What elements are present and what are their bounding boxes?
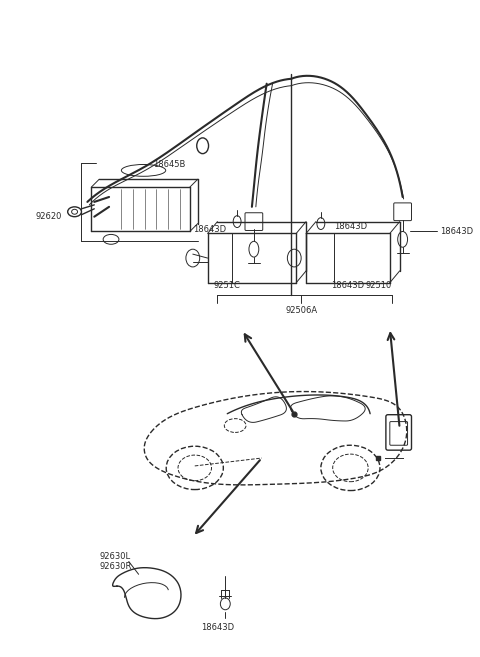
Text: 18643D: 18643D	[440, 227, 473, 236]
Text: 9251C: 9251C	[214, 281, 240, 290]
Text: 18643D: 18643D	[331, 281, 364, 290]
Text: 18643D: 18643D	[334, 222, 367, 231]
Text: 18645B: 18645B	[154, 160, 186, 169]
Text: 18643D: 18643D	[201, 623, 234, 632]
Text: 92510: 92510	[365, 281, 392, 290]
Text: 92630R: 92630R	[99, 562, 132, 571]
Text: 92630L: 92630L	[99, 552, 131, 561]
Text: 92506A: 92506A	[285, 306, 317, 315]
Text: 92620: 92620	[35, 212, 61, 221]
Text: 18643D: 18643D	[193, 225, 226, 234]
